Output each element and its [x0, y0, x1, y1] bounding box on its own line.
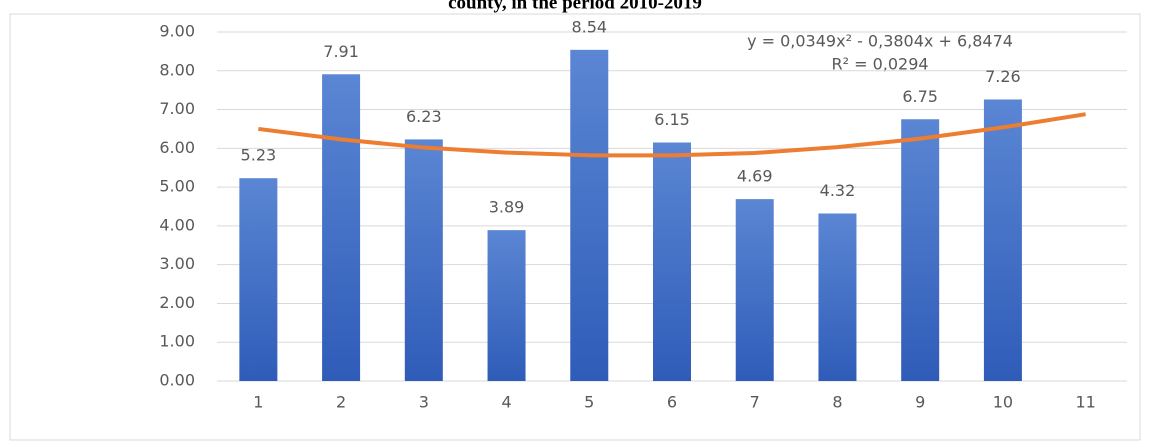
bar	[404, 139, 443, 381]
x-tick-label: 5	[584, 393, 594, 412]
x-tick-label: 11	[1075, 393, 1095, 412]
trend-r2: R² = 0,0294	[831, 55, 928, 74]
data-label: 6.75	[902, 87, 938, 106]
x-tick-label: 4	[501, 393, 511, 412]
y-tick-label: 5.00	[159, 177, 195, 196]
bar	[239, 178, 278, 381]
data-label: 4.32	[820, 181, 856, 200]
y-tick-label: 1.00	[159, 332, 195, 351]
y-tick-label: 3.00	[159, 254, 195, 273]
trend-equation: y = 0,0349x² - 0,3804x + 6,8474	[747, 32, 1013, 51]
x-tick-label: 7	[750, 393, 760, 412]
chart-border	[9, 13, 1141, 441]
bar	[735, 199, 774, 381]
data-label: 7.91	[323, 42, 359, 61]
y-tick-label: 6.00	[159, 138, 195, 157]
data-label: 8.54	[571, 17, 607, 36]
y-tick-label: 2.00	[159, 293, 195, 312]
x-tick-label: 3	[419, 393, 429, 412]
y-tick-label: 9.00	[159, 22, 195, 41]
data-label: 5.23	[241, 146, 277, 165]
x-tick-label: 10	[993, 393, 1013, 412]
bar	[570, 49, 609, 382]
x-tick-label: 8	[832, 393, 842, 412]
y-tick-label: 4.00	[159, 215, 195, 234]
bar	[983, 99, 1022, 382]
data-label: 4.69	[737, 167, 773, 186]
bar	[487, 230, 526, 381]
bar	[322, 74, 361, 382]
data-label: 6.23	[406, 107, 442, 126]
x-tick-label: 1	[253, 393, 263, 412]
data-label: 6.15	[654, 110, 690, 129]
data-label: 7.26	[985, 67, 1021, 86]
y-tick-label: 8.00	[159, 60, 195, 79]
x-tick-label: 9	[915, 393, 925, 412]
bar	[901, 119, 940, 381]
x-tick-label: 6	[667, 393, 677, 412]
y-tick-label: 7.00	[159, 99, 195, 118]
bar	[818, 213, 857, 381]
y-tick-label: 0.00	[159, 371, 195, 390]
data-label: 3.89	[489, 198, 525, 217]
chart-title: county, in the period 2010-2019	[448, 0, 702, 13]
bar	[653, 142, 691, 381]
trend-line	[258, 112, 1086, 158]
x-tick-label: 2	[336, 393, 346, 412]
